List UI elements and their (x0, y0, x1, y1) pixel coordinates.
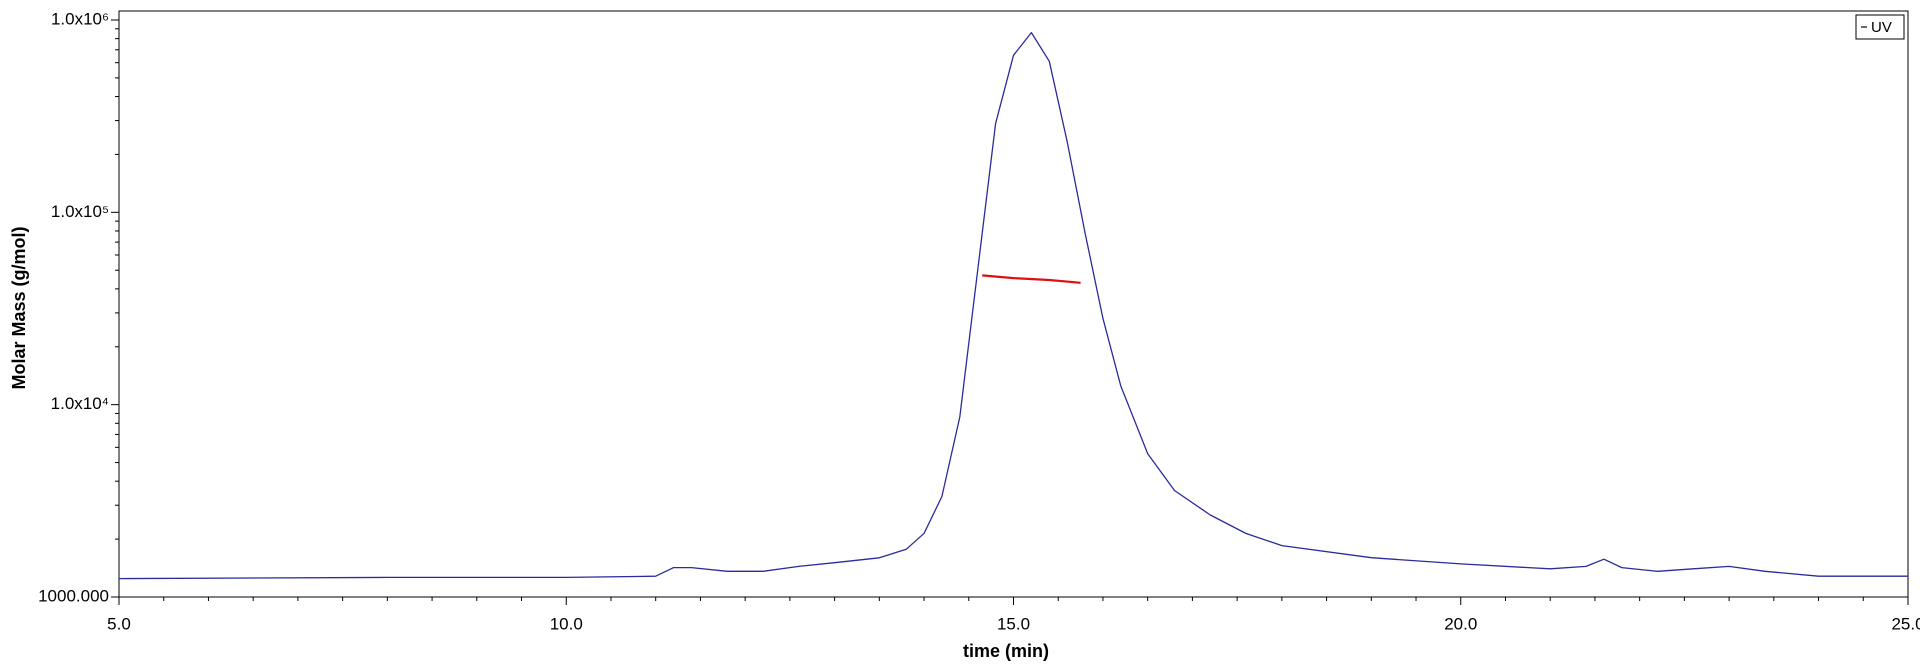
y-tick-label: 1.0x10⁵ (51, 202, 109, 221)
y-tick-label: 1.0x10⁴ (51, 394, 109, 413)
y-axis-label: Molar Mass (g/mol) (9, 226, 29, 389)
x-axis-label: time (min) (963, 641, 1049, 661)
x-tick-label: 5.0 (107, 614, 131, 633)
legend-label: UV (1871, 19, 1892, 36)
x-tick-label: 25.0 (1891, 614, 1920, 633)
x-tick-label: 10.0 (550, 614, 583, 633)
series-line (982, 274, 1081, 284)
plot-frame (118, 10, 1909, 598)
x-tick-label: 20.0 (1444, 614, 1477, 633)
x-tick-label: 15.0 (997, 614, 1030, 633)
series-line (118, 31, 1908, 580)
y-tick-label: 1000.000 (38, 586, 109, 605)
y-tick-label: 1.0x10⁶ (51, 9, 109, 28)
